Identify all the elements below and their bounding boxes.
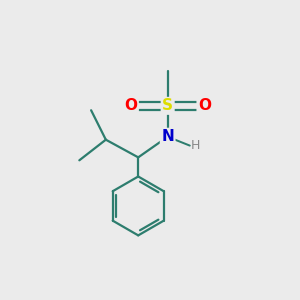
Text: O: O (124, 98, 137, 113)
Text: H: H (190, 139, 200, 152)
Text: O: O (198, 98, 211, 113)
Text: S: S (162, 98, 173, 113)
Text: N: N (161, 129, 174, 144)
